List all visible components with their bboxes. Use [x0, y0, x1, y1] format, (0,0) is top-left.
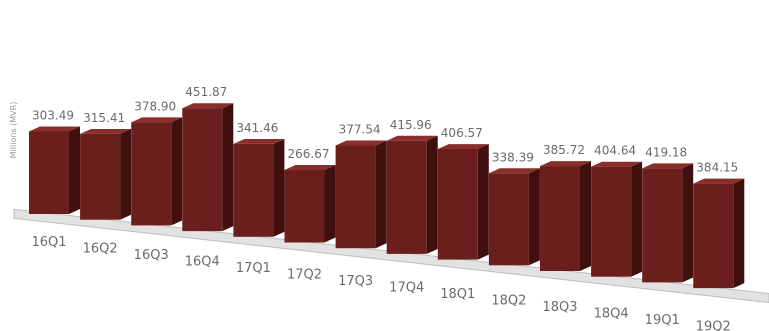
- bar-16Q2: [80, 128, 132, 220]
- bar-top: [591, 161, 643, 167]
- bar-front: [693, 183, 734, 289]
- category-label: 18Q2: [491, 294, 526, 309]
- bar-front: [488, 173, 529, 266]
- category-label: 16Q2: [83, 242, 118, 257]
- bar-front: [591, 166, 632, 277]
- bar-16Q4: [182, 103, 234, 232]
- value-label: 266.67: [288, 147, 330, 161]
- bar-front: [182, 108, 223, 232]
- value-label: 303.49: [32, 108, 74, 122]
- value-labels-group: 303.49 315.41 378.90 451.87 341.46 266.67 377.…: [32, 85, 738, 174]
- bar-front: [284, 169, 325, 243]
- bar-side: [222, 103, 234, 232]
- category-label: 19Q1: [645, 313, 680, 328]
- y-axis-title: Millions (MVR): [9, 102, 18, 159]
- bar-17Q4: [386, 135, 438, 254]
- bar-16Q3: [131, 117, 183, 226]
- category-label: 18Q4: [594, 307, 629, 322]
- bar-top: [642, 163, 694, 169]
- bar-side: [324, 165, 336, 243]
- bar-side: [733, 178, 745, 289]
- bar-side: [631, 161, 643, 277]
- bar-17Q3: [335, 140, 387, 249]
- bar-18Q2: [488, 168, 540, 266]
- bar-side: [477, 144, 489, 260]
- value-label: 384.15: [696, 161, 738, 175]
- bar-front: [233, 143, 274, 237]
- value-label: 406.57: [441, 126, 483, 140]
- bar-top: [80, 128, 132, 134]
- category-label: 16Q4: [185, 255, 220, 270]
- value-label: 419.18: [645, 145, 687, 159]
- bar-18Q3: [540, 161, 591, 271]
- bar-top: [284, 165, 336, 170]
- bar-top: [335, 140, 387, 146]
- bar-top: [488, 168, 540, 174]
- bar-front: [642, 168, 683, 283]
- category-labels-group: 16Q1 16Q2 16Q3 16Q4 17Q1 17Q2 17Q3 17Q4 18Q1 18Q2…: [31, 235, 730, 331]
- bar-top: [540, 161, 591, 167]
- bar-18Q4: [591, 161, 643, 277]
- bar-side: [580, 161, 591, 271]
- category-label: 17Q1: [236, 261, 271, 276]
- bar-front: [540, 166, 580, 271]
- bar-19Q1: [642, 163, 694, 283]
- category-label: 18Q3: [542, 300, 577, 315]
- category-label: 16Q1: [31, 235, 66, 250]
- bar-16Q1: [29, 126, 80, 214]
- bar-front: [80, 133, 121, 220]
- bar-17Q2: [284, 165, 336, 243]
- bar-top: [233, 138, 285, 144]
- bar-top: [182, 103, 234, 109]
- chart-floor: [13, 208, 769, 304]
- bar-top: [386, 135, 438, 141]
- value-label: 385.72: [543, 143, 585, 157]
- bar-side: [426, 135, 438, 254]
- bar-front: [335, 145, 376, 249]
- floor-platform: [13, 208, 769, 304]
- bar-front: [29, 131, 69, 214]
- bar-19Q2: [693, 178, 745, 289]
- value-label: 378.90: [134, 99, 176, 113]
- bar-top: [437, 144, 489, 150]
- category-label: 17Q3: [338, 274, 373, 289]
- value-label: 341.46: [236, 121, 278, 135]
- bar-top: [29, 126, 80, 132]
- bar-side: [273, 138, 285, 237]
- bar-side: [69, 126, 80, 214]
- value-label: 377.54: [339, 123, 381, 137]
- value-label: 404.64: [594, 144, 636, 158]
- bar-side: [375, 140, 387, 249]
- value-label: 315.41: [83, 111, 125, 125]
- category-label: 17Q4: [389, 281, 424, 296]
- category-label: 17Q2: [287, 268, 322, 283]
- bar-front: [437, 149, 478, 260]
- value-label: 415.96: [390, 118, 432, 132]
- bar-side: [171, 117, 183, 226]
- category-label: 16Q3: [134, 248, 169, 263]
- bar-side: [682, 163, 694, 283]
- bar-18Q1: [437, 144, 489, 260]
- value-label: 338.39: [492, 150, 534, 164]
- value-label: 451.87: [185, 85, 227, 99]
- bars-group: [29, 103, 745, 289]
- bar-top: [131, 117, 183, 123]
- bar-top: [693, 178, 745, 184]
- bar-side: [120, 128, 132, 220]
- bar-17Q1: [233, 138, 285, 237]
- category-label: 18Q1: [440, 287, 475, 302]
- bar-side: [528, 168, 540, 266]
- bar-front: [131, 122, 172, 226]
- category-label: 19Q2: [696, 320, 731, 331]
- bar-front: [386, 140, 427, 254]
